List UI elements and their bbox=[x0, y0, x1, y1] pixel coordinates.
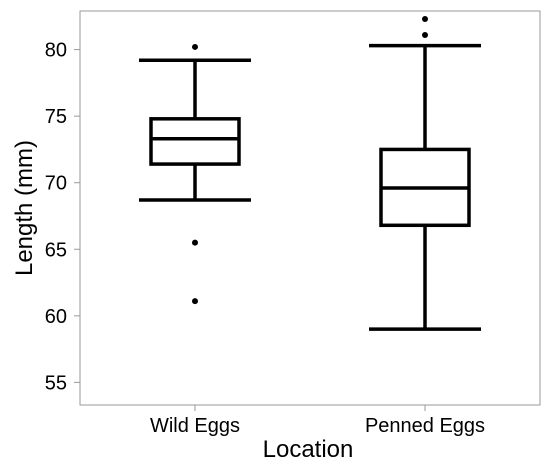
outlier-point bbox=[422, 15, 428, 22]
box-wild-eggs bbox=[139, 43, 251, 305]
boxes bbox=[139, 15, 481, 331]
box-penned-eggs bbox=[369, 15, 481, 331]
y-axis: 55 60 65 70 75 80 bbox=[45, 40, 80, 394]
outlier-point bbox=[192, 298, 198, 305]
outlier-point bbox=[192, 43, 198, 50]
y-axis-title: Length (mm) bbox=[11, 140, 38, 276]
x-axis-title: Location bbox=[263, 436, 354, 463]
outlier-point bbox=[192, 239, 198, 246]
x-axis: Wild Eggs Penned Eggs bbox=[150, 405, 485, 437]
x-tick-label: Wild Eggs bbox=[150, 415, 240, 437]
y-tick-label: 75 bbox=[45, 106, 67, 128]
y-tick-label: 55 bbox=[45, 372, 67, 394]
x-tick-label: Penned Eggs bbox=[365, 415, 485, 437]
y-tick-label: 70 bbox=[45, 173, 67, 195]
plot-frame bbox=[79, 10, 541, 406]
y-tick-label: 60 bbox=[45, 306, 67, 328]
y-tick-label: 65 bbox=[45, 239, 67, 261]
y-tick-label: 80 bbox=[45, 40, 67, 62]
iqr-box bbox=[149, 117, 241, 166]
outlier-point bbox=[422, 31, 428, 38]
